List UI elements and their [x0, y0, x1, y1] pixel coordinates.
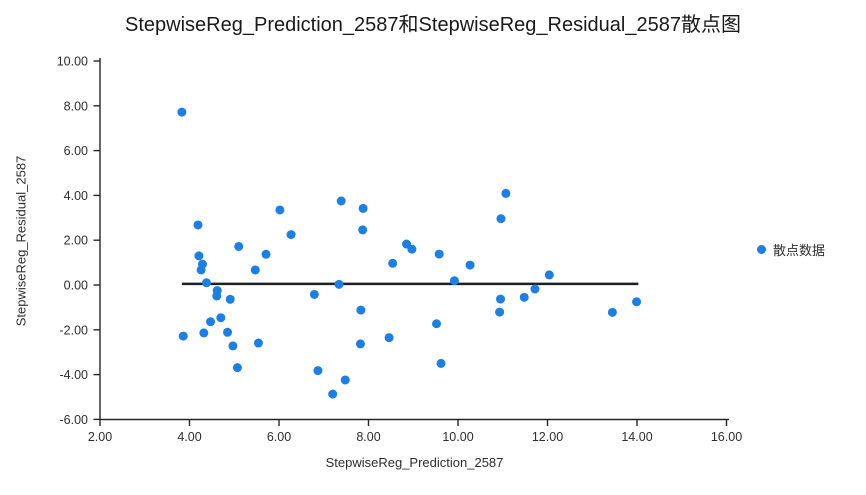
y-tick-label: 4.00 — [64, 189, 88, 203]
x-tick-label: 10.00 — [442, 430, 473, 444]
data-point — [544, 270, 554, 280]
data-point — [432, 319, 442, 329]
data-point — [250, 265, 260, 275]
data-point — [436, 358, 446, 368]
data-point — [313, 366, 323, 376]
data-point — [358, 225, 368, 235]
data-point — [202, 278, 212, 288]
data-point — [334, 279, 344, 289]
y-tick-label: -2.00 — [60, 323, 89, 337]
data-point — [496, 214, 506, 224]
chart-title: StepwiseReg_Prediction_2587和StepwiseReg_… — [125, 14, 741, 36]
data-point — [193, 220, 203, 230]
data-point — [530, 284, 540, 294]
data-point — [501, 188, 511, 198]
data-point — [434, 249, 444, 259]
data-point — [607, 307, 617, 317]
data-point — [206, 317, 216, 327]
data-point — [253, 338, 263, 348]
y-tick-label: 2.00 — [64, 234, 88, 248]
x-tick-label: 2.00 — [88, 430, 112, 444]
legend: 散点数据 — [757, 240, 825, 259]
data-point — [356, 305, 366, 315]
data-point — [228, 341, 238, 351]
y-tick-label: 0.00 — [64, 279, 88, 293]
data-point — [495, 307, 505, 317]
data-point — [384, 333, 394, 343]
data-point — [178, 331, 188, 341]
data-point — [286, 230, 296, 240]
legend-series-label: 散点数据 — [773, 243, 826, 258]
data-point — [261, 249, 271, 259]
data-point — [496, 294, 506, 304]
data-point — [234, 241, 244, 251]
data-point — [194, 251, 204, 261]
x-tick-label: 12.00 — [532, 430, 563, 444]
data-point — [328, 389, 338, 399]
x-axis-title: StepwiseReg_Prediction_2587 — [325, 455, 504, 470]
data-point — [309, 289, 319, 299]
data-point — [216, 313, 226, 323]
data-point — [449, 276, 459, 286]
data-point — [336, 196, 346, 206]
data-point — [225, 294, 235, 304]
x-tick-label: 4.00 — [177, 430, 201, 444]
x-tick-label: 6.00 — [267, 430, 291, 444]
data-point — [197, 259, 207, 269]
x-tick-label: 14.00 — [621, 430, 652, 444]
data-point — [388, 258, 398, 268]
data-point — [177, 107, 187, 117]
data-point — [232, 363, 242, 373]
y-tick-label: 8.00 — [64, 99, 88, 113]
x-tick-label: 16.00 — [711, 430, 742, 444]
legend-marker-dot-icon — [757, 245, 766, 254]
x-tick-label: 8.00 — [356, 430, 380, 444]
data-point — [275, 205, 285, 215]
data-point — [212, 286, 222, 296]
y-tick-label: -6.00 — [60, 413, 89, 427]
y-tick-label: -4.00 — [60, 368, 89, 382]
y-tick-label: 6.00 — [64, 144, 88, 158]
data-point — [199, 328, 209, 338]
y-axis-title: StepwiseReg_Residual_2587 — [13, 155, 29, 327]
data-point — [355, 339, 365, 349]
data-point — [407, 244, 417, 254]
y-tick-label: 10.00 — [57, 55, 88, 69]
data-point — [632, 297, 642, 307]
data-point — [519, 292, 529, 302]
data-point — [223, 327, 233, 337]
data-point — [465, 260, 475, 270]
data-point — [358, 203, 368, 213]
data-point — [340, 375, 350, 385]
